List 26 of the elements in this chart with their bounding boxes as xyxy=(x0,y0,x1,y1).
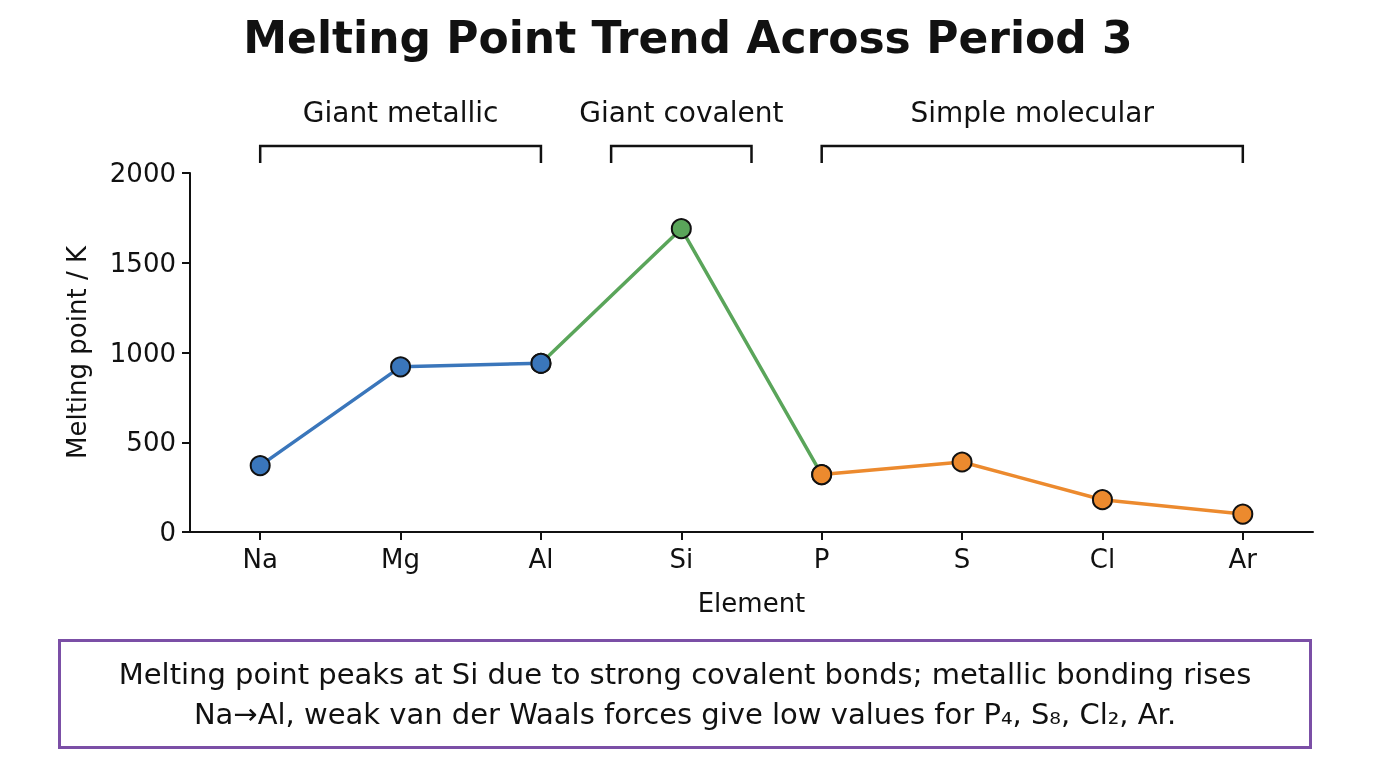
y-tick-label: 1000 xyxy=(109,337,176,368)
text: Giant covalent xyxy=(579,96,784,129)
x-tick-label: P xyxy=(813,544,830,574)
point xyxy=(1091,489,1113,511)
y-tick-label: 2000 xyxy=(109,158,176,188)
point xyxy=(951,451,973,473)
x-tick-label: Na xyxy=(242,544,278,574)
text: Melting point peaks at Si due to strong covalent bonds; metallic bonding rises Na→Al, weak van der Waals forces give low values for P₄, S₈, Cl₂, Ar. xyxy=(58,639,1312,749)
y-tick-label: 500 xyxy=(126,427,176,458)
x-tick-label: Cl xyxy=(1089,544,1116,574)
x-tick-label: Ar xyxy=(1228,544,1258,574)
chart-title: Melting Point Trend Across Period 3 xyxy=(242,12,1134,63)
x-tick-label: S xyxy=(953,544,971,574)
y-tick-label: 1500 xyxy=(109,247,176,278)
text: Simple molecular xyxy=(910,96,1155,129)
x-tick-label: Al xyxy=(528,544,554,574)
text: Giant metallic xyxy=(302,96,499,129)
point xyxy=(390,356,412,378)
x-axis-title: Element xyxy=(697,588,806,618)
point xyxy=(670,218,692,240)
y-axis-title: Melting point / K xyxy=(62,245,92,459)
x-tick-label: Mg xyxy=(381,544,421,574)
x-tick-label: Si xyxy=(669,544,694,574)
y-tick-label: 0 xyxy=(159,517,176,547)
point xyxy=(249,455,271,477)
point xyxy=(1232,503,1254,525)
